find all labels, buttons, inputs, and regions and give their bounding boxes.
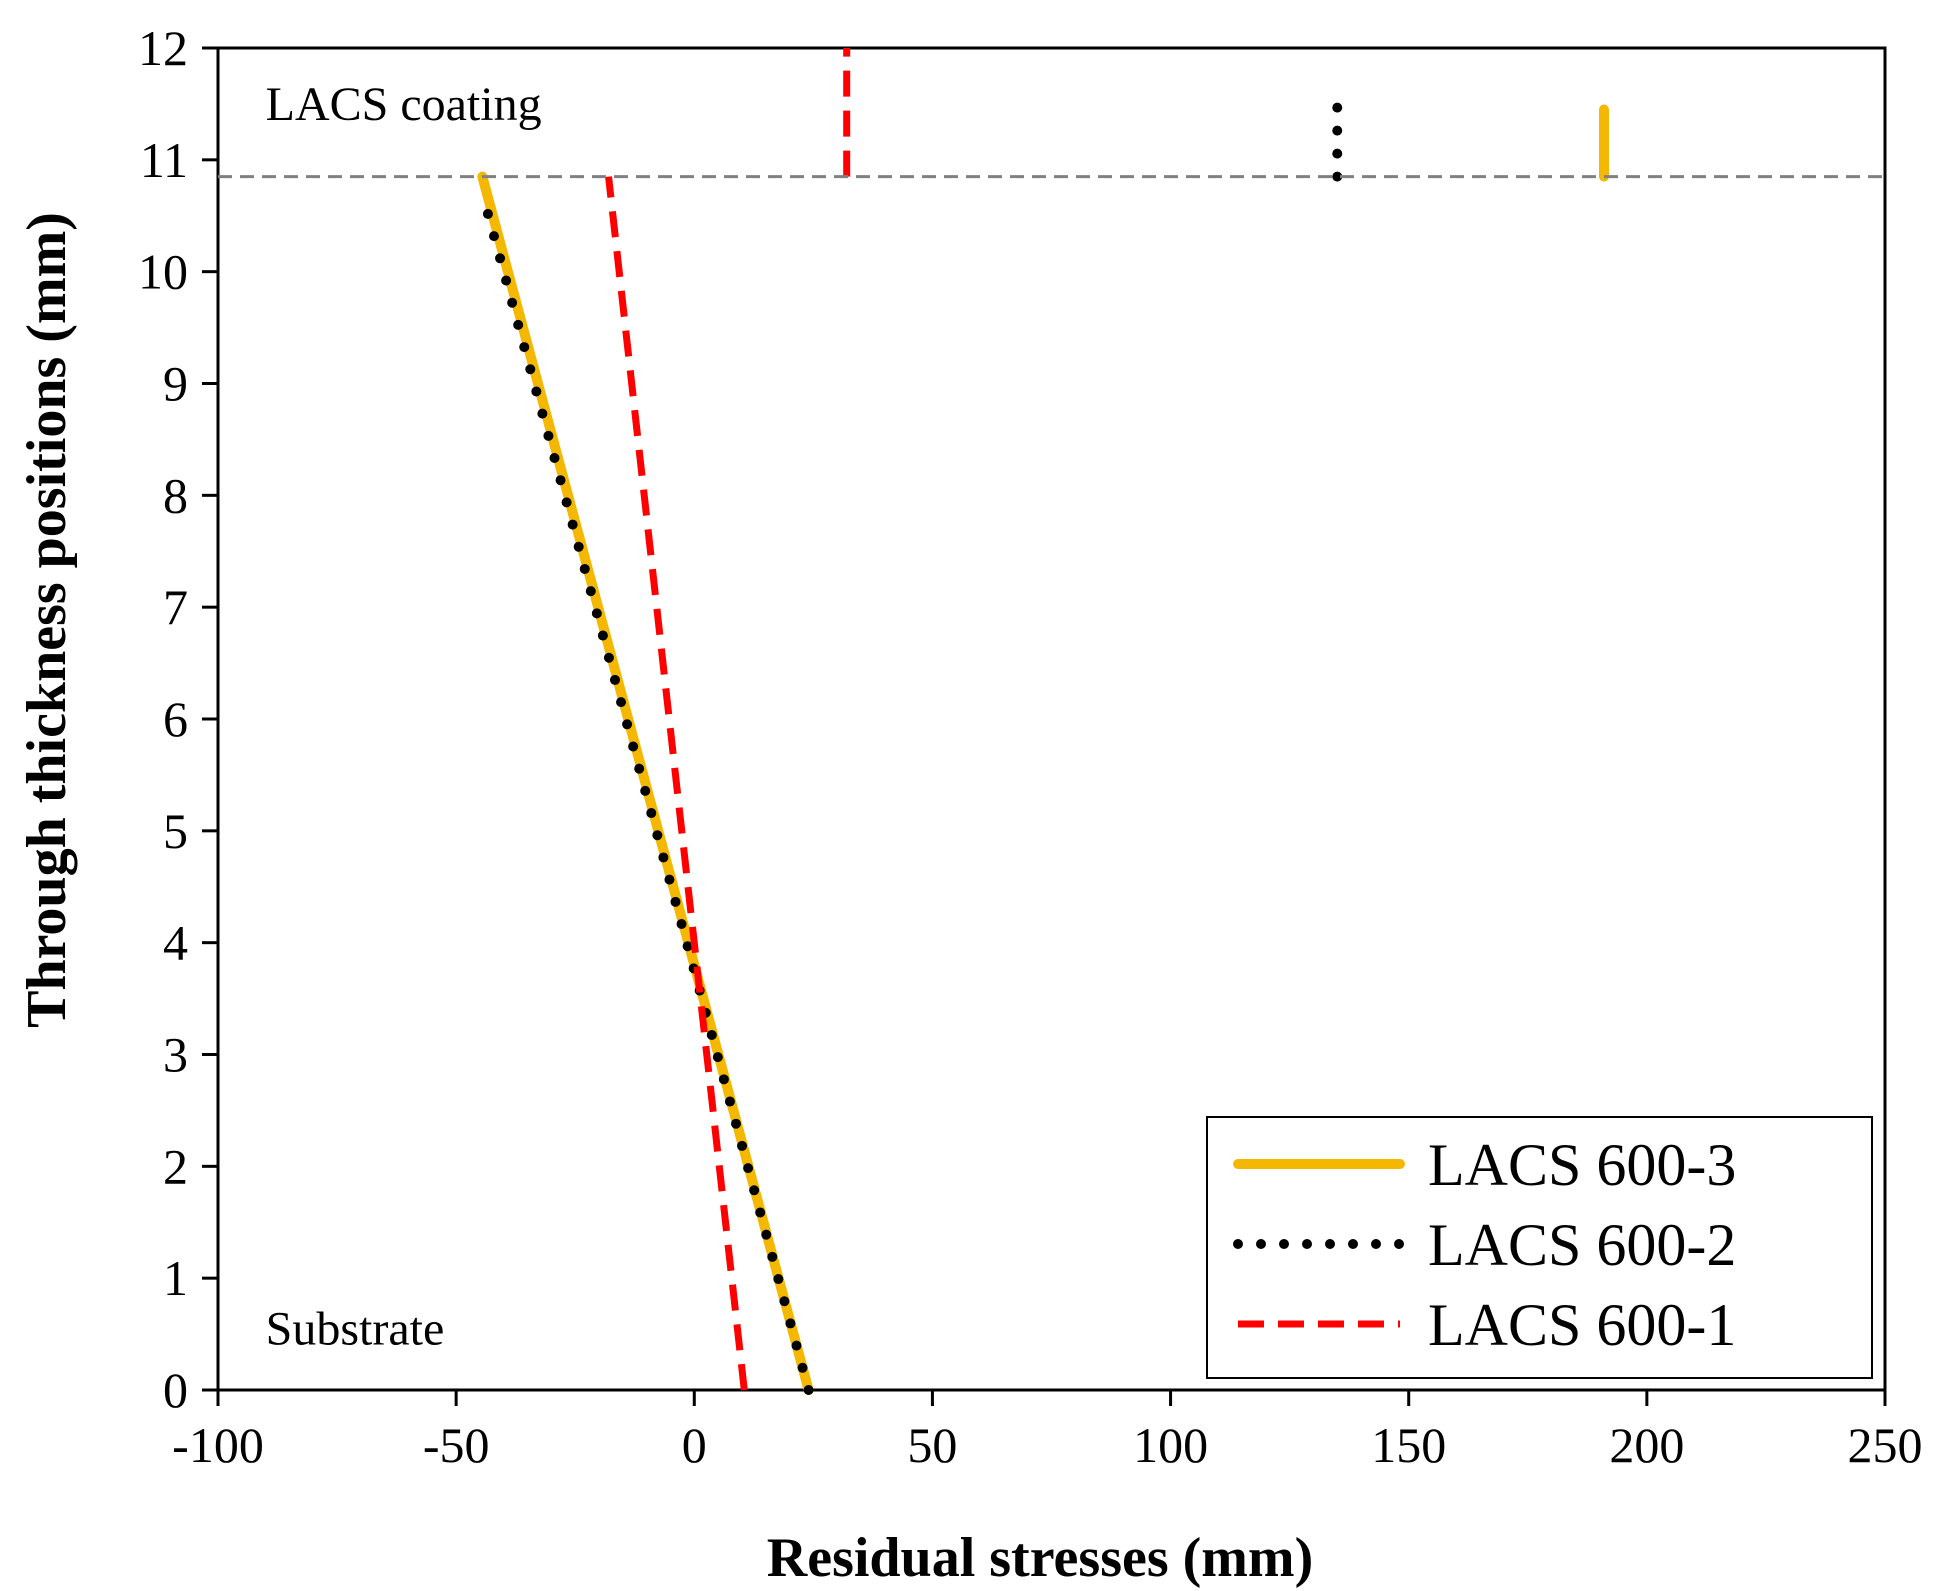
x-axis-title: Residual stresses (mm) [767,1527,1313,1589]
series-lacs-600-2-substrate [477,188,814,1395]
annotations: LACS coating Substrate [218,78,1885,1355]
y-tick-label: 2 [163,1138,188,1194]
y-tick-label: 0 [163,1362,188,1418]
y-tick-label: 8 [163,467,188,523]
y-tick-label: 6 [163,691,188,747]
y-tick-label: 11 [140,132,188,188]
x-tick-label: 0 [682,1417,707,1473]
y-tick-label: 4 [163,915,188,971]
x-tick-label: -50 [423,1417,490,1473]
y-tick-label: 1 [163,1250,188,1306]
y-tick-label: 12 [138,20,188,76]
substrate-label: Substrate [266,1302,445,1355]
coating-label: LACS coating [266,78,542,131]
x-tick-label: 50 [907,1417,957,1473]
series-lacs-600-1-substrate [605,176,748,1391]
x-tick-label: 250 [1848,1417,1923,1473]
y-axis-title: Through thickness positions (mm) [16,212,78,1028]
y-tick-label: 10 [138,244,188,300]
y-tick-label: 5 [163,803,188,859]
series-layer [477,48,1609,1395]
x-tick-label: 200 [1609,1417,1684,1473]
legend-label-lacs-600-2: LACS 600-2 [1428,1212,1736,1278]
x-tick-label: 100 [1133,1417,1208,1473]
y-tick-label: 7 [163,579,188,635]
y-tick-label: 3 [163,1027,188,1083]
legend-label-lacs-600-1: LACS 600-1 [1428,1292,1736,1358]
y-tick-label: 9 [163,356,188,412]
legend-label-lacs-600-3: LACS 600-3 [1428,1132,1736,1198]
legend: LACS 600-3 LACS 600-2 LACS 600-1 [1206,1116,1873,1379]
x-tick-label: 150 [1371,1417,1446,1473]
x-tick-label: -100 [172,1417,264,1473]
